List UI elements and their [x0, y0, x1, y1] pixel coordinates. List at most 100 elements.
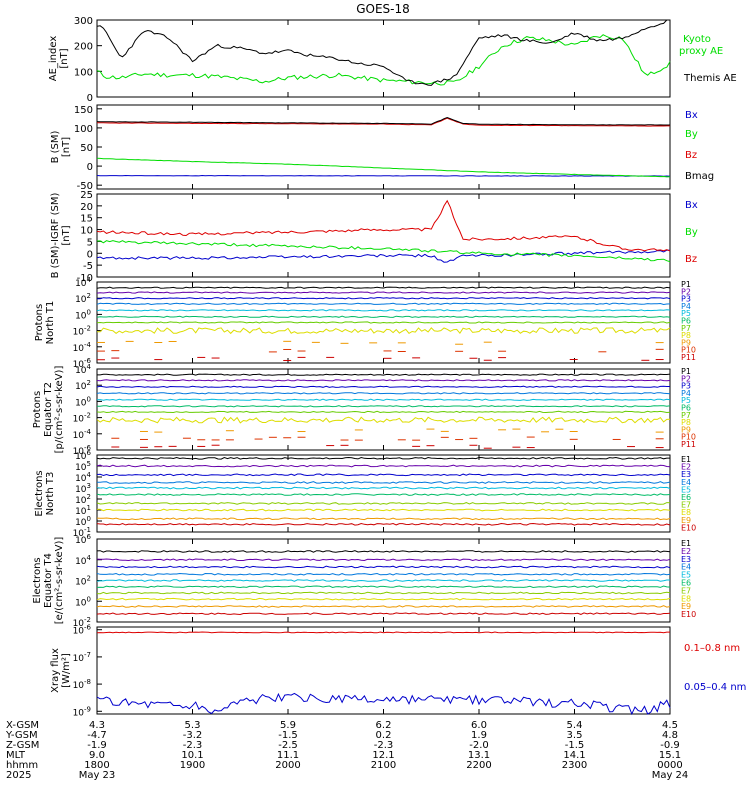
legend-protons_t1-p6: P6 — [681, 317, 691, 326]
legend-protons_t1-p4: P4 — [681, 302, 691, 311]
series-line-electrons_t4-e9 — [96, 605, 671, 608]
legend-bsm-bx: Bx — [685, 110, 698, 121]
series-line-protons_t2-p6 — [97, 405, 671, 408]
legend-protons_t2-p6: P6 — [681, 404, 691, 413]
series-line-bsm-by — [96, 157, 671, 178]
ephem-value: 3.5 — [567, 730, 583, 741]
ephem-value: 13.1 — [468, 750, 490, 761]
ephem-date: May 24 — [652, 770, 689, 781]
y-tick-label-electrons_t3: 106 — [75, 449, 91, 462]
series-line-protons_t2-p1 — [97, 373, 671, 376]
y-axis-label-electrons_t4: ElectronsEquator T4[e/(cm²-s-sr-keV)] — [32, 537, 65, 625]
legend-electrons_t3-e10: E10 — [681, 523, 696, 532]
y-tick-label-electrons_t4: 10-2 — [73, 616, 91, 629]
y-tick-label-ae: 100 — [74, 67, 93, 78]
legend-electrons_t3-e6: E6 — [681, 493, 691, 502]
legend-xray-short: 0.05–0.4 nm — [684, 682, 746, 693]
series-line-electrons_t4-e2 — [96, 558, 671, 562]
y-tick-label-bsm: 100 — [74, 124, 93, 135]
series-line-kyoto-ae — [96, 34, 671, 86]
series-line-protons_t1-p3 — [97, 297, 671, 300]
ephem-value: -2.3 — [183, 740, 203, 751]
y-tick-label-bsm: 50 — [80, 143, 93, 154]
legend-electrons_t3-e4: E4 — [681, 478, 691, 487]
legend-protons_t2-p4: P4 — [681, 389, 691, 398]
ephem-value: 4.5 — [662, 720, 678, 731]
y-tick-label-electrons_t4: 102 — [75, 575, 91, 588]
y-axis-label-protons_t1: ProtonsNorth T1 — [34, 301, 56, 345]
y-tick-label-protons_t1: 10-4 — [73, 341, 92, 354]
y-tick-label-protons_t2: 10-6 — [73, 444, 92, 457]
series-line-protons_t1-p7 — [96, 321, 671, 324]
legend-bsm-bz: Bz — [685, 150, 697, 161]
ephem-value: 2000 — [275, 760, 300, 771]
legend-protons_t2-p10: P10 — [681, 433, 696, 442]
legend-protons_t1-p10: P10 — [681, 346, 696, 355]
y-tick-label-protons_t2: 102 — [75, 379, 91, 392]
ephem-value: 0.2 — [376, 730, 392, 741]
series-line-protons_t2-p7 — [96, 410, 671, 414]
ephem-row-label: X-GSM — [6, 720, 39, 731]
ephem-value: 1900 — [180, 760, 205, 771]
y-tick-label-protons_t2: 100 — [75, 395, 91, 408]
y-tick-label-bigrf: 5 — [87, 237, 93, 248]
y-tick-label-electrons_t4: 104 — [75, 554, 91, 567]
series-line-protons_t1-p2 — [96, 291, 671, 294]
legend-protons_t2-p2: P2 — [681, 374, 691, 383]
ephem-value: 5.4 — [567, 720, 583, 731]
ephem-value: -2.5 — [278, 740, 298, 751]
y-axis-label-bsm: B (SM)[nT] — [50, 130, 72, 163]
y-tick-label-electrons_t3: 103 — [75, 482, 91, 495]
ephem-value: -4.7 — [87, 730, 107, 741]
legend-themis: Themis AE — [683, 73, 737, 84]
series-line-protons_t1-p1 — [96, 286, 671, 289]
legend-protons_t1-p8: P8 — [681, 331, 691, 340]
ephem-row-label: hhmm — [6, 760, 38, 771]
legend-electrons_t4-e10: E10 — [681, 610, 696, 619]
legend-protons_t1-p2: P2 — [681, 287, 691, 296]
legend-kyoto-line1: Kyoto — [683, 34, 711, 45]
y-tick-label-bigrf: 25 — [80, 190, 93, 201]
legend-protons_t2-p11: P11 — [681, 440, 696, 449]
ephem-row-label: Z-GSM — [6, 740, 39, 751]
legend-kyoto-line2: proxy AE — [679, 46, 723, 57]
series-line-protons_t2-p5 — [96, 398, 671, 401]
series-line-xray-short — [96, 692, 671, 716]
ephem-value: 1800 — [84, 760, 109, 771]
ephem-row-label: MLT — [6, 750, 26, 761]
ephem-value: 6.0 — [471, 720, 487, 731]
ephem-date: May 23 — [79, 770, 116, 781]
y-axis-label-bigrf: B (SM)-IGRF (SM)[nT] — [50, 193, 72, 279]
legend-electrons_t3-e1: E1 — [681, 455, 691, 464]
legend-protons_t1-p11: P11 — [681, 353, 696, 362]
ephem-value: -1.5 — [565, 740, 585, 751]
legend-electrons_t4-e5: E5 — [681, 571, 691, 580]
y-axis-label-xray: Xray flux[W/m²] — [50, 648, 72, 693]
legend-protons_t1-p1: P1 — [681, 280, 691, 289]
ephem-value: 11.1 — [277, 750, 299, 761]
y-tick-label-protons_t1: 102 — [75, 292, 91, 305]
series-line-bsm-bx — [96, 174, 671, 177]
series-line-electrons_t4-e7 — [96, 591, 671, 595]
legend-electrons_t3-e8: E8 — [681, 508, 691, 517]
series-line-electrons_t4-e3 — [96, 565, 671, 569]
ephem-value: 5.3 — [185, 720, 201, 731]
series-line-protons_t1-p6 — [96, 315, 671, 318]
ephem-value: -3.2 — [183, 730, 203, 741]
y-tick-label-protons_t2: 10-4 — [73, 428, 92, 441]
series-line-bigrf-by — [96, 240, 671, 263]
series-line-electrons_t3-e7 — [96, 502, 671, 505]
legend-protons_t2-p1: P1 — [681, 367, 691, 376]
legend-electrons_t4-e7: E7 — [681, 586, 691, 595]
series-line-protons_t1-p5 — [96, 309, 671, 312]
legend-electrons_t4-e9: E9 — [681, 602, 691, 611]
series-line-electrons_t4-e4 — [96, 572, 671, 576]
ephem-value: 1.9 — [471, 730, 487, 741]
series-line-protons_t2-p4 — [96, 392, 671, 395]
ephem-row-label: 2025 — [6, 770, 31, 781]
legend-protons_t1-p5: P5 — [681, 309, 691, 318]
y-tick-label-bsm: 0 — [87, 162, 93, 173]
y-tick-label-protons_t2: 10-2 — [73, 412, 91, 425]
series-line-electrons_t3-e5 — [96, 486, 671, 490]
